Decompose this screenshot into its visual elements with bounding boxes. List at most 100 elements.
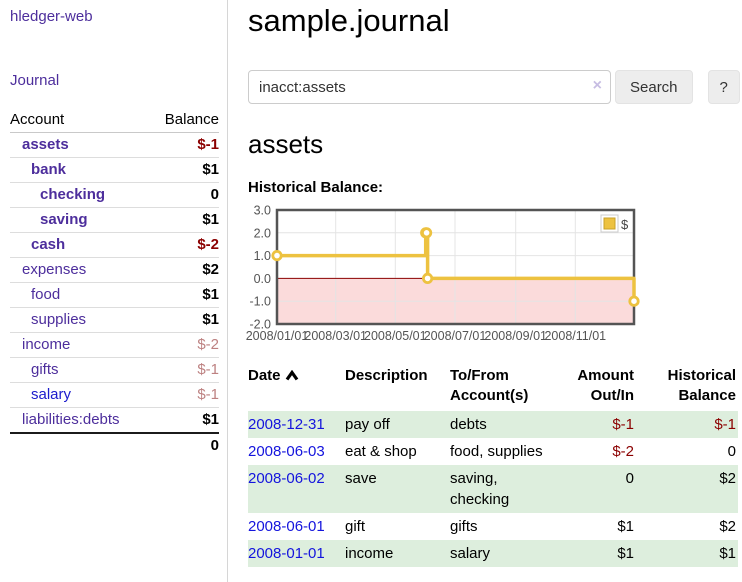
- col-header-balance: Historical Balance: [667, 367, 736, 404]
- chart-title: Historical Balance:: [248, 179, 384, 196]
- svg-text:3.0: 3.0: [254, 204, 271, 218]
- account-row: saving $1: [10, 207, 219, 233]
- account-row: gifts $-1: [10, 357, 219, 383]
- accounts-header-account: Account: [10, 109, 150, 133]
- sidebar-account-link[interactable]: expenses: [22, 261, 87, 278]
- svg-text:-2.0: -2.0: [249, 318, 271, 332]
- transaction-date-cell: 2008-06-02: [248, 465, 345, 513]
- col-header-date[interactable]: Date: [248, 364, 345, 411]
- search-button[interactable]: Search: [615, 70, 693, 104]
- account-balance: $-1: [149, 382, 219, 408]
- transaction-date-link[interactable]: 2008-06-02: [248, 469, 325, 487]
- account-balance: $1: [149, 282, 219, 308]
- sidebar-account-link[interactable]: gifts: [31, 361, 59, 378]
- transactions-table: Date Description To/From Account(s) Amou…: [248, 364, 738, 567]
- search-bar: × Search ?: [248, 70, 742, 104]
- transaction-accounts: food, supplies: [450, 442, 543, 460]
- sidebar-account-link[interactable]: saving: [40, 211, 88, 228]
- page-title: sample.journal: [248, 3, 450, 38]
- svg-text:2008/07/01: 2008/07/01: [424, 329, 487, 343]
- transaction-date-cell: 2008-12-31: [248, 411, 345, 438]
- account-heading: assets: [248, 129, 324, 159]
- transaction-row: 2008-06-02 save saving, checking 0 $2: [248, 464, 738, 513]
- transaction-accounts: gifts: [450, 517, 478, 535]
- sort-asc-icon: [285, 370, 298, 381]
- accounts-header-balance: Balance: [149, 109, 219, 133]
- transaction-amount: $1: [617, 517, 634, 535]
- transaction-description: gift: [345, 517, 366, 535]
- account-row: liabilities:debts $1: [10, 407, 219, 434]
- transaction-balance: $1: [719, 544, 736, 562]
- transaction-amount: $-2: [612, 442, 634, 460]
- transactions-header-row: Date Description To/From Account(s) Amou…: [248, 364, 738, 411]
- sidebar-account-link[interactable]: bank: [31, 161, 67, 178]
- account-row: supplies $1: [10, 307, 219, 333]
- transaction-date-link[interactable]: 2008-01-01: [248, 544, 325, 562]
- transaction-date-cell: 2008-06-01: [248, 513, 345, 540]
- transaction-amount: $1: [617, 544, 634, 562]
- transaction-date-link[interactable]: 2008-06-03: [248, 442, 325, 460]
- sidebar-item-journal[interactable]: Journal: [10, 72, 60, 89]
- account-balance: $2: [149, 257, 219, 283]
- accounts-total-row: 0: [10, 432, 219, 458]
- transaction-description: income: [345, 544, 394, 562]
- main-content: sample.journal × Search ? assets Histori…: [246, 0, 742, 567]
- sidebar-account-link[interactable]: supplies: [31, 311, 87, 328]
- account-row: food $1: [10, 282, 219, 308]
- help-button[interactable]: ?: [707, 70, 740, 104]
- svg-text:2008/11/01: 2008/11/01: [544, 329, 606, 343]
- account-balance: 0: [149, 182, 219, 208]
- search-input-wrap: ×: [248, 70, 611, 104]
- account-row: salary $-1: [10, 382, 219, 408]
- transaction-row: 2008-06-01 gift gifts $1 $2: [248, 513, 738, 540]
- col-header-amount: Amount Out/In: [577, 367, 634, 404]
- sidebar-account-link[interactable]: income: [22, 336, 71, 353]
- svg-text:2.0: 2.0: [254, 226, 271, 240]
- sidebar-account-link[interactable]: cash: [31, 236, 66, 253]
- sidebar-account-link[interactable]: assets: [22, 136, 69, 153]
- transaction-balance: $-1: [714, 415, 736, 433]
- account-balance: $1: [149, 407, 219, 434]
- transaction-date-cell: 2008-06-03: [248, 438, 345, 465]
- account-row: assets $-1: [10, 132, 219, 158]
- transaction-date-link[interactable]: 2008-12-31: [248, 415, 325, 433]
- svg-text:2008/01/01: 2008/01/01: [246, 329, 309, 343]
- clear-search-icon[interactable]: ×: [592, 77, 602, 94]
- svg-text:-1.0: -1.0: [249, 295, 271, 309]
- account-balance: $1: [149, 157, 219, 183]
- transaction-date-link[interactable]: 2008-06-01: [248, 517, 325, 535]
- transaction-amount: 0: [625, 469, 634, 487]
- transaction-description: save: [345, 469, 377, 487]
- account-row: expenses $2: [10, 257, 219, 283]
- transaction-accounts: salary: [450, 544, 491, 562]
- transaction-accounts: debts: [450, 415, 487, 433]
- sidebar-account-link[interactable]: liabilities:debts: [22, 411, 120, 428]
- account-row: bank $1: [10, 157, 219, 183]
- svg-text:2008/05/01: 2008/05/01: [364, 329, 427, 343]
- account-row: income $-2: [10, 332, 219, 358]
- transaction-date-cell: 2008-01-01: [248, 540, 345, 567]
- historical-balance-chart: 3.0 2.0 1.0 0.0 -1.0 -2.0 2008/01/01 2008/03/01…: [242, 204, 742, 344]
- transaction-balance: $2: [719, 517, 736, 535]
- accounts-table: Account Balance assets $-1 bank $1 checking 0…: [10, 109, 219, 458]
- sidebar-account-link[interactable]: salary: [31, 386, 72, 403]
- account-balance: $-2: [149, 332, 219, 358]
- search-input[interactable]: [248, 70, 611, 104]
- sidebar-account-link[interactable]: checking: [40, 186, 106, 203]
- account-balance: $1: [149, 207, 219, 233]
- svg-text:$: $: [621, 217, 629, 232]
- svg-text:1.0: 1.0: [254, 249, 271, 263]
- account-balance: $-1: [149, 132, 219, 158]
- app-title-link[interactable]: hledger-web: [10, 8, 93, 25]
- col-header-description: Description: [345, 367, 428, 384]
- accounts-total-spacer: [10, 432, 150, 458]
- svg-text:0.0: 0.0: [254, 272, 271, 286]
- account-row: checking 0: [10, 182, 219, 208]
- accounts-header-row: Account Balance: [10, 109, 219, 133]
- accounts-total-value: 0: [149, 432, 219, 458]
- account-row: cash $-2: [10, 232, 219, 258]
- transaction-amount: $-1: [612, 415, 634, 433]
- account-balance: $1: [149, 307, 219, 333]
- sidebar-account-link[interactable]: food: [31, 286, 61, 303]
- transaction-balance: $2: [719, 469, 736, 487]
